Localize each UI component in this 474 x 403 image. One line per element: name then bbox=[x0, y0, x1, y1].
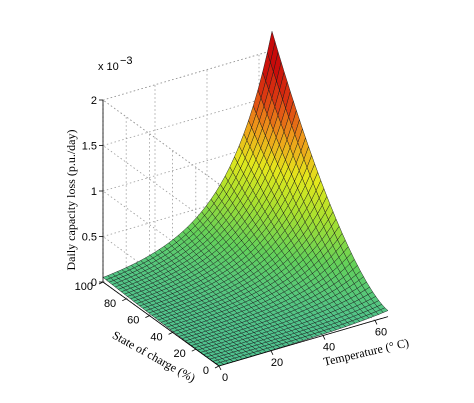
y-tick-mark bbox=[214, 365, 220, 369]
z-axis-label: Daily capacity loss (p.u./day) bbox=[64, 130, 78, 271]
y-tick-label: 60 bbox=[127, 315, 139, 327]
x-tick-mark bbox=[374, 320, 378, 325]
z-tick-label: 1.5 bbox=[82, 141, 97, 153]
y-tick-label: 80 bbox=[104, 298, 116, 310]
z-tick-label: 0.5 bbox=[82, 232, 97, 244]
z-tick-label: 1 bbox=[91, 186, 97, 198]
x-tick-mark bbox=[322, 335, 326, 340]
z-scale-multiplier: x 10 bbox=[98, 61, 119, 73]
x-tick-mark bbox=[270, 350, 274, 355]
x-axis-label: Temperature (° C) bbox=[322, 335, 410, 368]
grid-z-right bbox=[102, 186, 273, 237]
grid-box-top-left bbox=[102, 99, 220, 185]
grid-z-right bbox=[102, 95, 273, 146]
x-tick-label: 20 bbox=[271, 357, 283, 369]
x-axis-line bbox=[218, 316, 389, 367]
x-tick-mark bbox=[218, 365, 222, 371]
x-tick-label: 60 bbox=[375, 326, 387, 338]
y-tick-label: 40 bbox=[150, 331, 162, 343]
z-scale-exponent: −3 bbox=[120, 55, 133, 67]
x-tick-label: 40 bbox=[323, 342, 335, 354]
grid-box-top-right bbox=[102, 50, 273, 101]
surface-plot bbox=[102, 31, 389, 367]
y-tick-mark bbox=[145, 315, 150, 318]
x-tick-label: 0 bbox=[222, 372, 228, 384]
y-axis-line bbox=[102, 281, 220, 367]
y-tick-mark bbox=[122, 298, 127, 302]
y-tick-label: 100 bbox=[75, 281, 93, 293]
grid-z-right bbox=[102, 141, 273, 192]
y-tick-label: 0 bbox=[203, 365, 209, 377]
y-tick-mark bbox=[168, 332, 173, 335]
z-tick-label: 0 bbox=[91, 277, 97, 289]
z-tick-label: 2 bbox=[91, 95, 97, 107]
y-tick-mark bbox=[191, 348, 196, 352]
y-tick-label: 20 bbox=[174, 348, 186, 360]
